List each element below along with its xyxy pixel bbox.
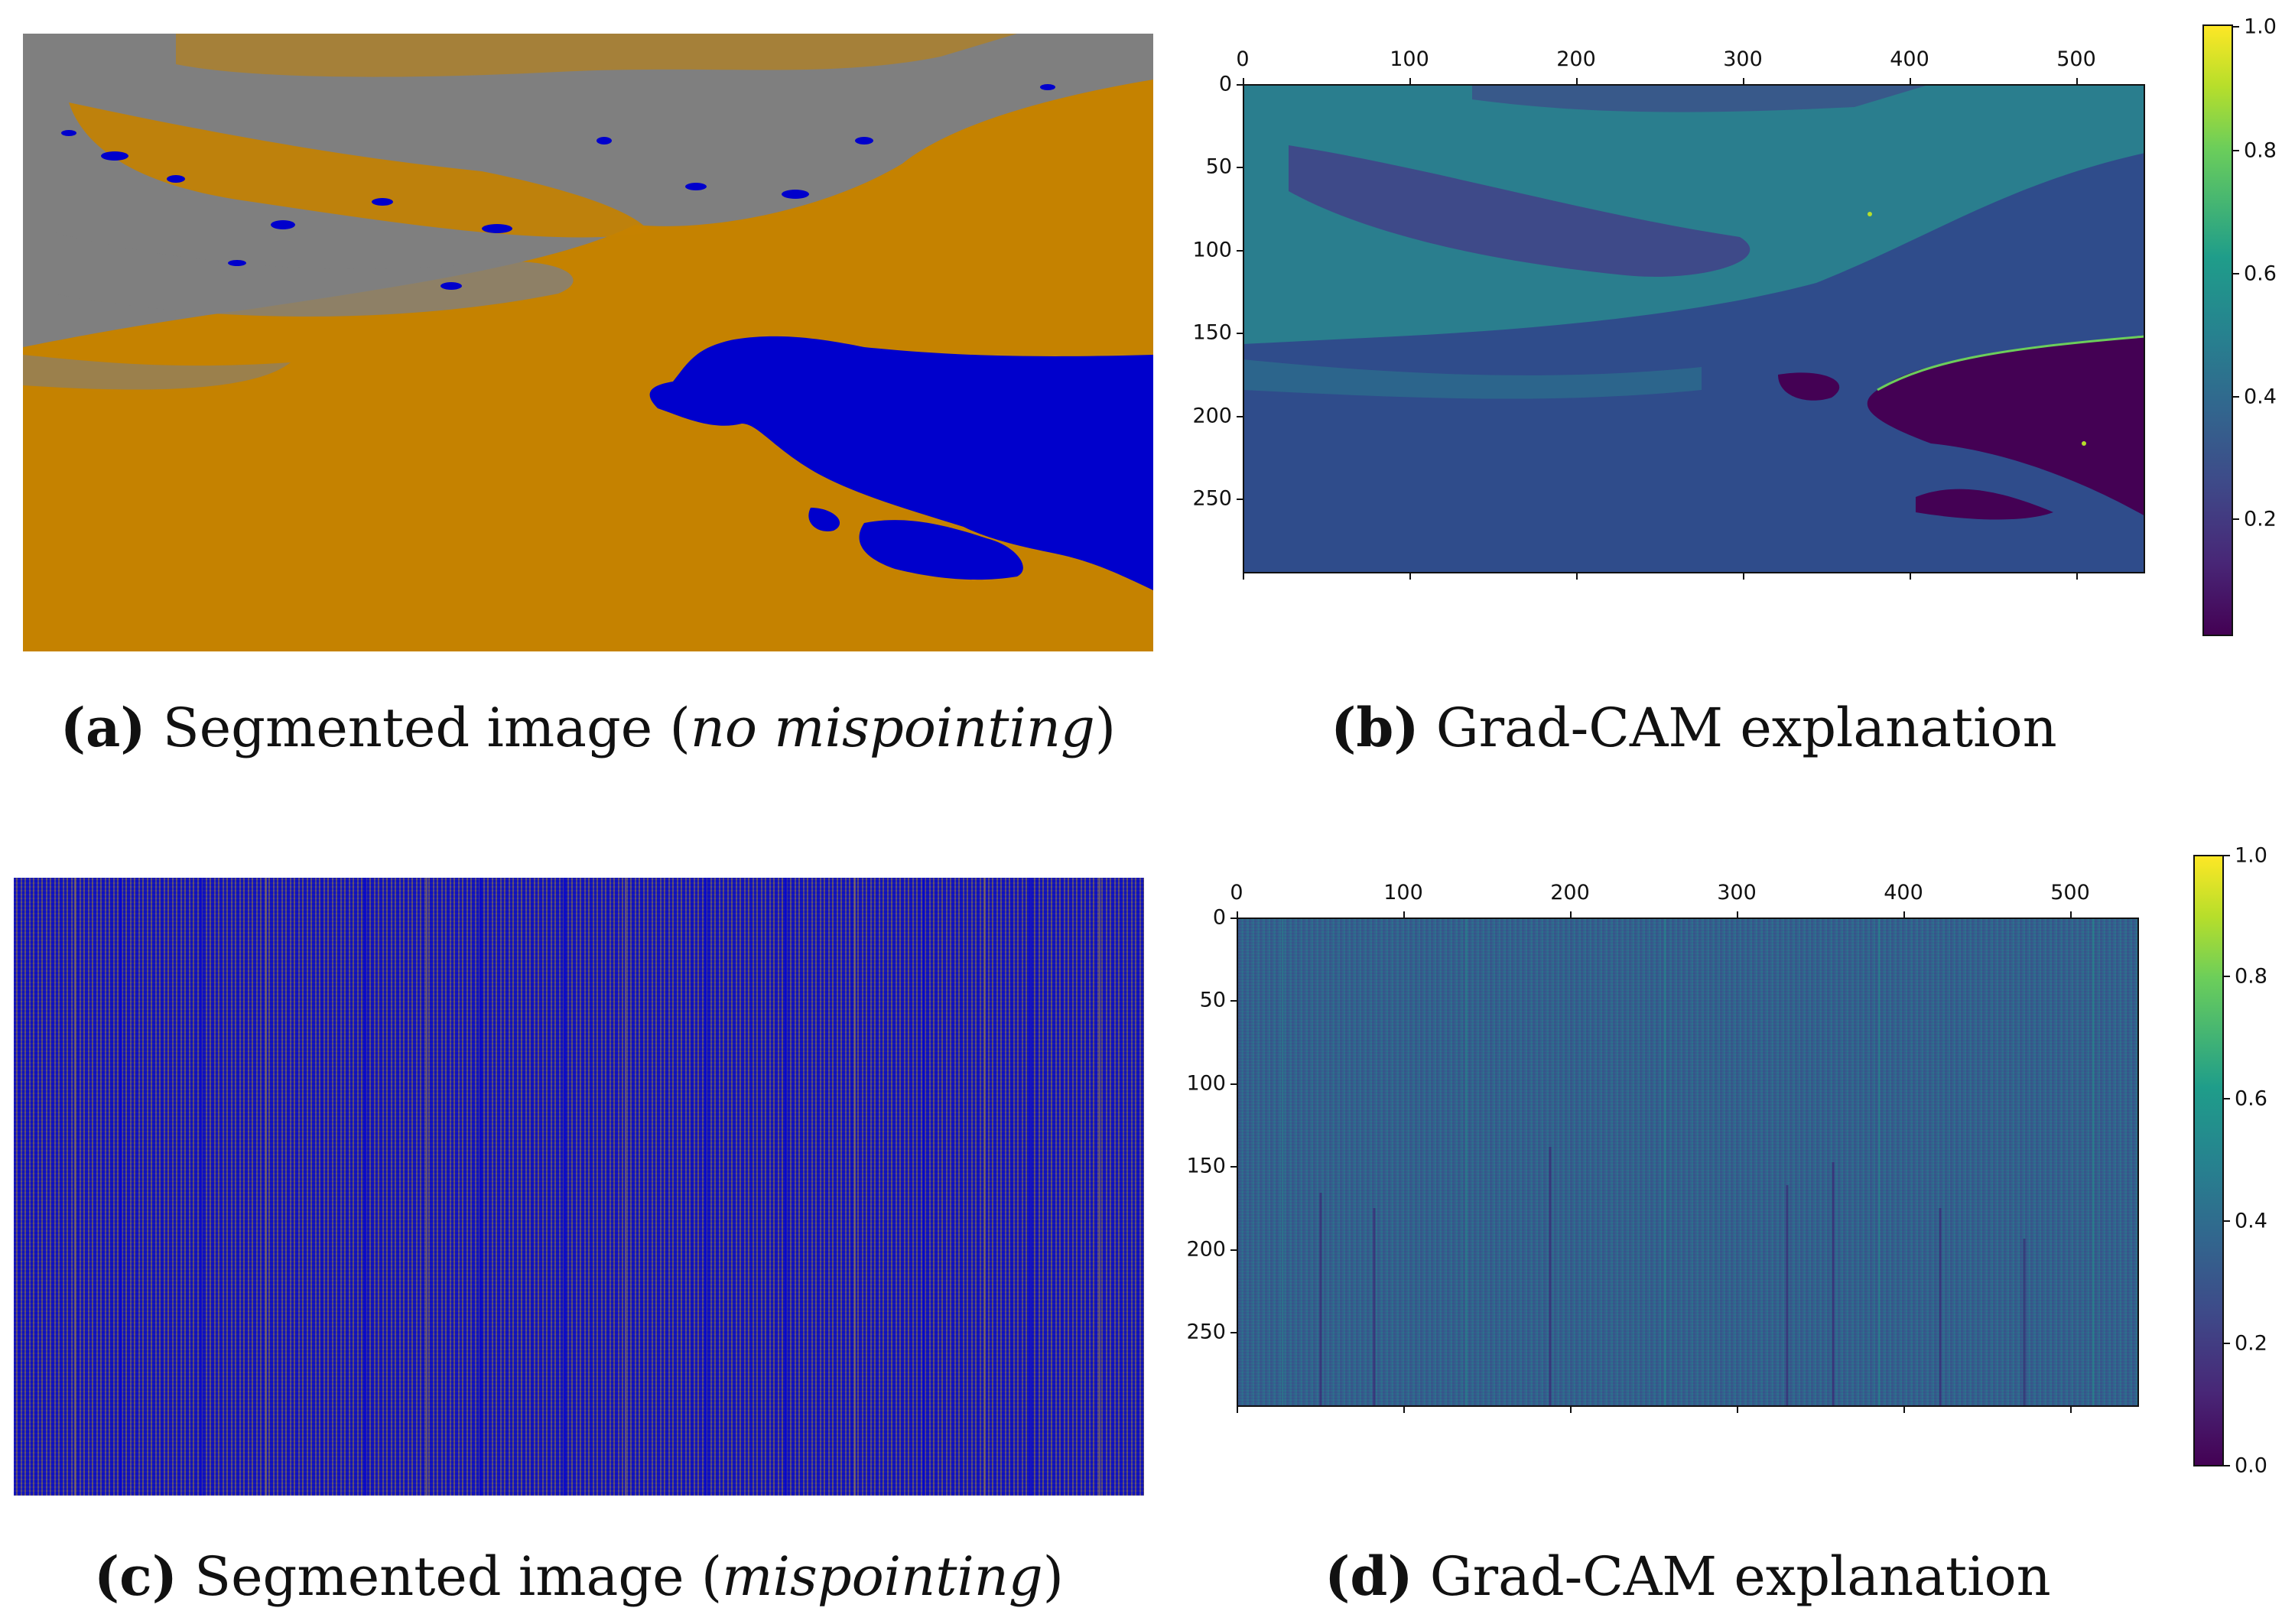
caption-b: (b) Grad-CAM explanation bbox=[1331, 696, 2057, 759]
noise-stripes-d bbox=[1282, 918, 2094, 1407]
colorbar-tick-label: 0.2 bbox=[2235, 1331, 2267, 1356]
colorbar-tick-label: 1.0 bbox=[2235, 843, 2267, 868]
y-tick-label: 200 bbox=[1192, 404, 1232, 428]
y-tick-label: 0 bbox=[1212, 905, 1226, 930]
y-tick-label: 200 bbox=[1186, 1237, 1226, 1262]
colorbar-tick-label: 0.4 bbox=[2235, 1209, 2267, 1233]
colorbar-tick-label: 0.2 bbox=[2244, 507, 2277, 531]
x-tick-label: 400 bbox=[1884, 881, 1923, 905]
caption-a: (a) Segmented image (no mispointing) bbox=[60, 696, 1117, 759]
y-tick-label: 250 bbox=[1186, 1320, 1226, 1344]
gradcam-plot-d: 0 100 200 300 400 500 0 50 100 150 200 2… bbox=[1186, 881, 2139, 1413]
gradcam-heatmap-d bbox=[1237, 918, 2139, 1407]
noise-stripes-c bbox=[74, 878, 1100, 1496]
y-tick-label: 150 bbox=[1192, 320, 1232, 345]
colorbar-d bbox=[2193, 855, 2224, 1466]
x-tick-label: 0 bbox=[1230, 881, 1243, 905]
x-tick-label: 200 bbox=[1556, 47, 1596, 71]
heatmap-b-svg bbox=[1243, 84, 2145, 520]
colorbar-b bbox=[2202, 24, 2233, 636]
colorbar-tick-label: 1.0 bbox=[2244, 15, 2277, 39]
caption-d: (d) Grad-CAM explanation bbox=[1325, 1544, 2051, 1608]
x-tick-label: 100 bbox=[1390, 47, 1429, 71]
segmented-image-no-mispointing bbox=[23, 34, 1153, 651]
gradcam-heatmap-b bbox=[1243, 84, 2145, 573]
x-tick-label: 500 bbox=[2056, 47, 2096, 71]
y-tick-label: 100 bbox=[1186, 1071, 1226, 1096]
y-tick-label: 100 bbox=[1192, 238, 1232, 262]
caption-c: (c) Segmented image (mispointing) bbox=[94, 1544, 1064, 1608]
y-tick-label: 150 bbox=[1186, 1154, 1226, 1178]
axes-frame-d bbox=[1237, 918, 2139, 1407]
colorbar-tick-label: 0.4 bbox=[2244, 385, 2277, 409]
axes-frame-b bbox=[1243, 84, 2145, 573]
y-tick-label: 0 bbox=[1218, 72, 1232, 96]
colorbar-tick-label: 0.6 bbox=[2244, 261, 2277, 286]
colorbar-tick-label: 0.6 bbox=[2235, 1086, 2267, 1111]
x-tick-label: 300 bbox=[1723, 47, 1763, 71]
y-tick-label: 50 bbox=[1205, 154, 1232, 179]
y-tick-label: 50 bbox=[1199, 988, 1226, 1012]
gradcam-plot-b: 0 100 200 300 400 500 0 50 100 150 200 2… bbox=[1192, 47, 2145, 580]
colorbar-tick-label: 0.8 bbox=[2244, 138, 2277, 163]
colorbar-tick-label: 0.0 bbox=[2235, 1453, 2267, 1478]
x-tick-label: 500 bbox=[2050, 881, 2090, 905]
x-tick-label: 200 bbox=[1550, 881, 1590, 905]
x-tick-label: 400 bbox=[1890, 47, 1929, 71]
x-tick-label: 0 bbox=[1236, 47, 1250, 71]
segmentation-map-a bbox=[23, 34, 1153, 590]
y-tick-label: 250 bbox=[1192, 486, 1232, 511]
colorbar-tick-label: 0.8 bbox=[2235, 964, 2267, 989]
x-tick-label: 100 bbox=[1383, 881, 1423, 905]
x-tick-label: 300 bbox=[1717, 881, 1757, 905]
segmented-image-mispointing bbox=[14, 878, 1144, 1496]
